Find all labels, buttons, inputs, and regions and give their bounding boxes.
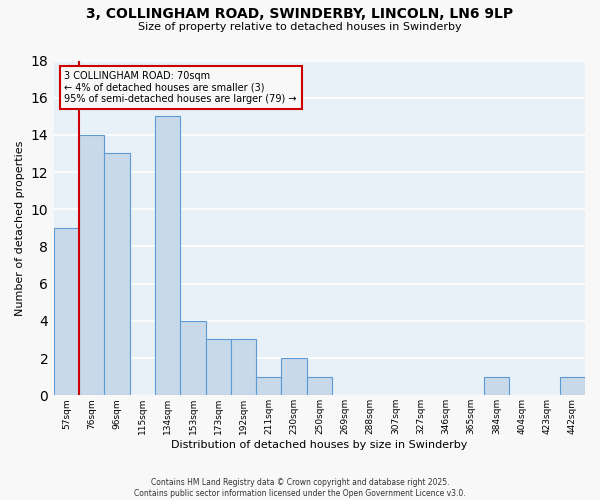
Text: 3 COLLINGHAM ROAD: 70sqm
← 4% of detached houses are smaller (3)
95% of semi-det: 3 COLLINGHAM ROAD: 70sqm ← 4% of detache…: [64, 70, 297, 104]
Bar: [281, 358, 307, 396]
Bar: [206, 340, 231, 396]
Text: Size of property relative to detached houses in Swinderby: Size of property relative to detached ho…: [138, 22, 462, 32]
Bar: [104, 154, 130, 396]
Y-axis label: Number of detached properties: Number of detached properties: [15, 140, 25, 316]
Text: 3, COLLINGHAM ROAD, SWINDERBY, LINCOLN, LN6 9LP: 3, COLLINGHAM ROAD, SWINDERBY, LINCOLN, …: [86, 8, 514, 22]
Bar: [256, 376, 281, 396]
Bar: [54, 228, 79, 396]
Bar: [484, 376, 509, 396]
X-axis label: Distribution of detached houses by size in Swinderby: Distribution of detached houses by size …: [171, 440, 467, 450]
Bar: [307, 376, 332, 396]
Bar: [181, 321, 206, 396]
Bar: [79, 135, 104, 396]
Bar: [231, 340, 256, 396]
Bar: [560, 376, 585, 396]
Bar: [155, 116, 181, 396]
Text: Contains HM Land Registry data © Crown copyright and database right 2025.
Contai: Contains HM Land Registry data © Crown c…: [134, 478, 466, 498]
